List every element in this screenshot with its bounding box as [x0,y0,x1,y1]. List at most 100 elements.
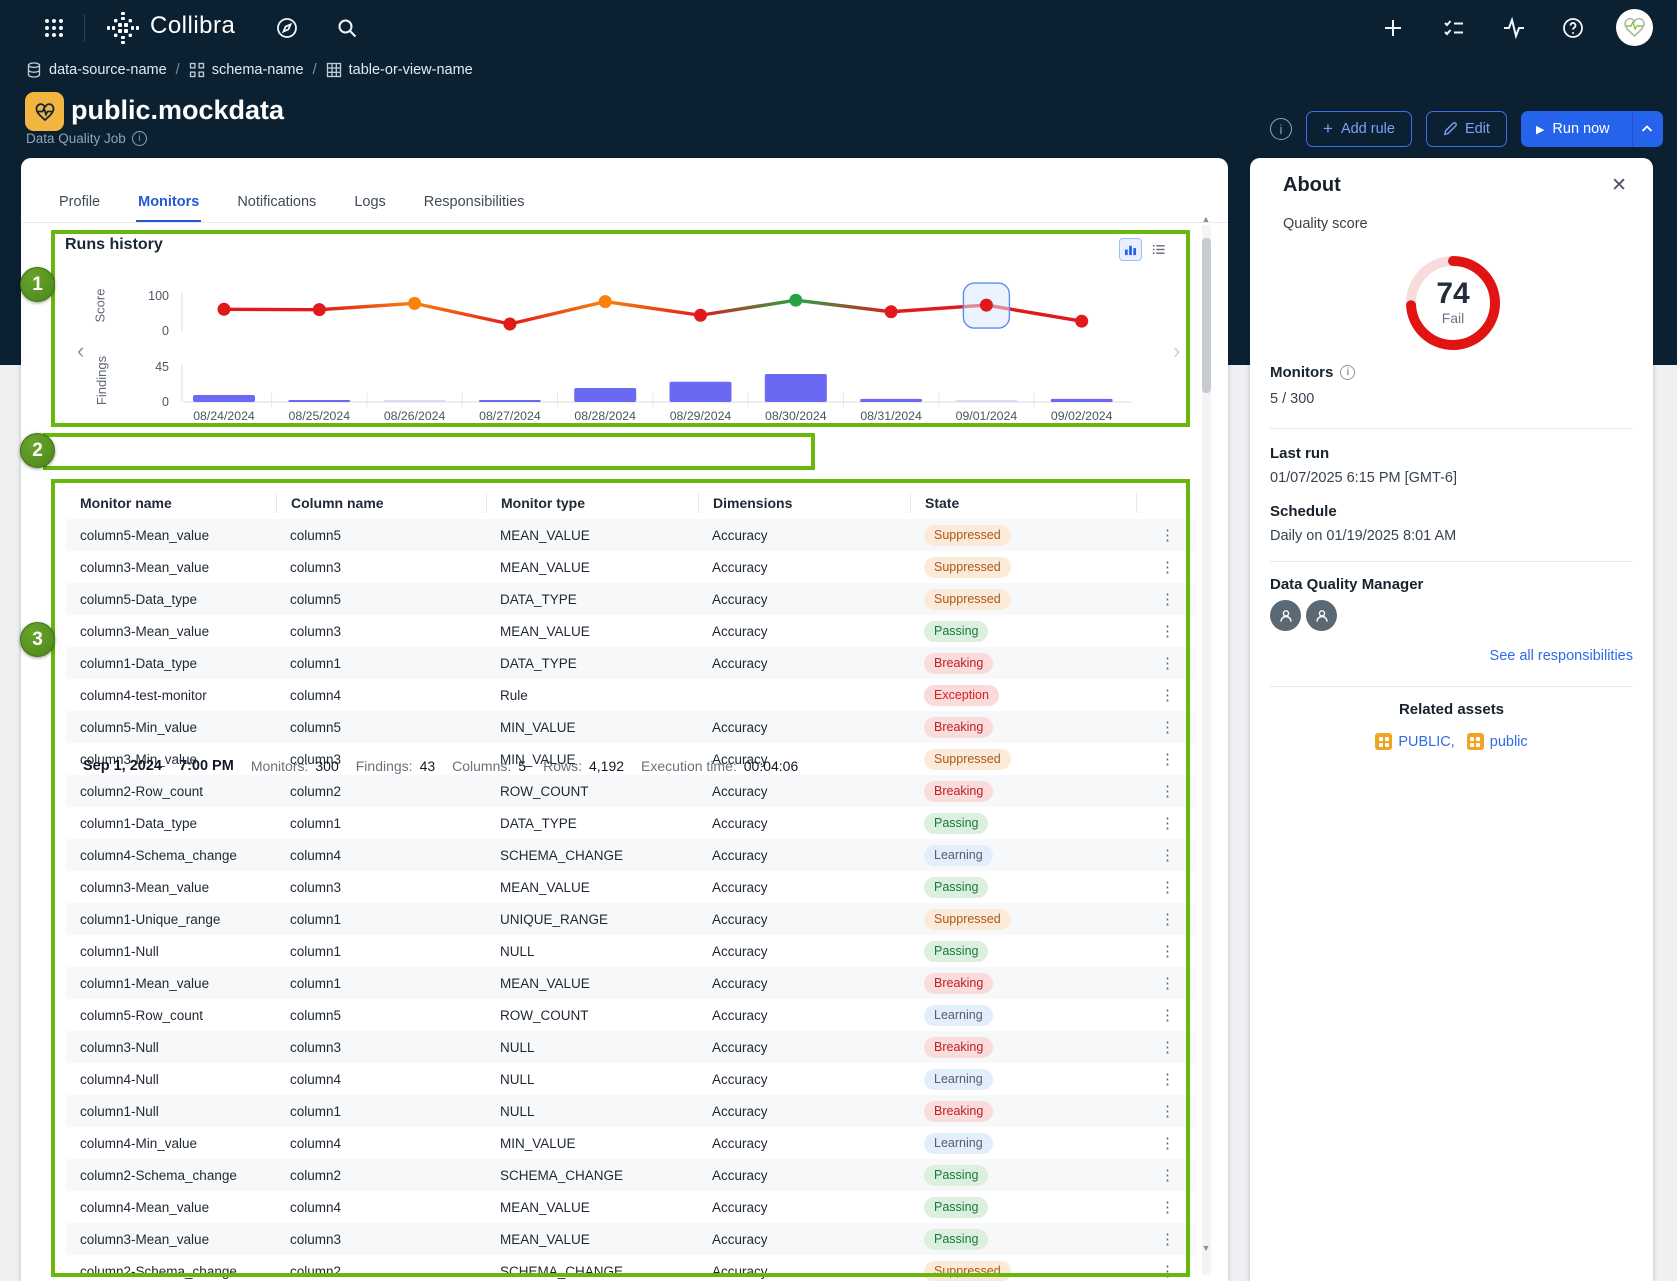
row-kebab-menu-icon[interactable]: ⋮ [1160,943,1176,960]
table-row[interactable]: column3-Null column3 NULL Accuracy Breaking ⋮ [66,1031,1196,1063]
row-kebab-menu-icon[interactable]: ⋮ [1160,1135,1176,1152]
row-kebab-menu-icon[interactable]: ⋮ [1160,591,1176,608]
tab-monitors[interactable]: Monitors [136,184,202,223]
row-kebab-menu-icon[interactable]: ⋮ [1160,1199,1176,1216]
score-point-08/24/2024[interactable] [217,302,231,316]
table-row[interactable]: column3-Mean_value column3 MEAN_VALUE Accur… [66,615,1196,647]
scrollbar-up-arrow[interactable]: ▲ [1201,214,1211,224]
column-header-column-name[interactable]: Column name [276,493,486,513]
breadcrumb-table[interactable]: table-or-view-name [326,62,473,78]
findings-bar-08/31/2024[interactable] [860,398,923,402]
apps-grid-icon[interactable] [42,16,66,40]
row-kebab-menu-icon[interactable]: ⋮ [1160,783,1176,800]
collibra-logo[interactable] [105,10,141,46]
help-icon[interactable] [1561,16,1585,40]
manager-avatar[interactable] [1270,600,1301,631]
row-kebab-menu-icon[interactable]: ⋮ [1160,815,1176,832]
score-point-09/01/2024[interactable] [979,298,993,312]
row-kebab-menu-icon[interactable]: ⋮ [1160,687,1176,704]
breadcrumb-data-source[interactable]: data-source-name [26,62,167,78]
score-point-08/28/2024[interactable] [598,295,612,309]
score-point-09/02/2024[interactable] [1075,314,1089,328]
table-row[interactable]: column4-test-monitor column4 Rule Exception… [66,679,1196,711]
related-asset-link[interactable]: public [1466,733,1528,750]
table-row[interactable]: column3-Mean_value column3 MEAN_VALUE Accur… [66,551,1196,583]
score-point-08/31/2024[interactable] [884,305,898,319]
score-point-08/30/2024[interactable] [789,293,803,307]
row-kebab-menu-icon[interactable]: ⋮ [1160,1103,1176,1120]
row-kebab-menu-icon[interactable]: ⋮ [1160,1167,1176,1184]
table-row[interactable]: column2-Schema_change column2 SCHEMA_CHANG… [66,1159,1196,1191]
table-row[interactable]: column1-Data_type column1 DATA_TYPE Accurac… [66,647,1196,679]
findings-bar-08/30/2024[interactable] [764,374,827,402]
row-kebab-menu-icon[interactable]: ⋮ [1160,527,1176,544]
table-row[interactable]: column1-Mean_value column1 MEAN_VALUE Accur… [66,967,1196,999]
findings-bar-09/01/2024[interactable] [955,400,1018,402]
findings-bar-08/26/2024[interactable] [383,400,446,402]
tasks-icon[interactable] [1442,16,1466,40]
see-all-responsibilities-link[interactable]: See all responsibilities [1489,648,1633,664]
breadcrumb-schema[interactable]: schema-name [189,62,304,78]
row-kebab-menu-icon[interactable]: ⋮ [1160,911,1176,928]
row-kebab-menu-icon[interactable]: ⋮ [1160,975,1176,992]
compass-icon[interactable] [275,16,299,40]
table-row[interactable]: column4-Min_value column4 MIN_VALUE Accurac… [66,1127,1196,1159]
scrollbar-down-arrow[interactable]: ▼ [1201,1243,1211,1253]
table-row[interactable]: column3-Mean_value column3 MEAN_VALUE Accur… [66,1223,1196,1255]
row-kebab-menu-icon[interactable]: ⋮ [1160,1231,1176,1248]
findings-bar-08/28/2024[interactable] [574,388,637,402]
run-now-button[interactable]: ▶ Run now [1522,112,1624,146]
user-avatar[interactable] [1616,9,1653,46]
findings-bar-08/29/2024[interactable] [669,381,732,402]
score-point-08/29/2024[interactable] [694,308,707,322]
row-kebab-menu-icon[interactable]: ⋮ [1160,847,1176,864]
plus-icon[interactable] [1381,16,1405,40]
chart-view-button[interactable] [1119,238,1142,261]
table-row[interactable]: column5-Row_count column5 ROW_COUNT Accurac… [66,999,1196,1031]
table-row[interactable]: column5-Data_type column5 DATA_TYPE Accurac… [66,583,1196,615]
findings-bar-08/25/2024[interactable] [288,400,351,402]
close-icon[interactable]: ✕ [1611,175,1627,196]
search-icon[interactable] [335,16,359,40]
table-row[interactable]: column3-Min_value column3 MIN_VALUE Accurac… [66,743,1196,775]
row-kebab-menu-icon[interactable]: ⋮ [1160,1071,1176,1088]
row-kebab-menu-icon[interactable]: ⋮ [1160,1263,1176,1280]
row-kebab-menu-icon[interactable]: ⋮ [1160,751,1176,768]
chart-next-chevron[interactable]: › [1173,338,1181,363]
activity-icon[interactable] [1502,16,1526,40]
scrollbar-track[interactable] [1202,225,1211,1275]
table-row[interactable]: column1-Unique_range column1 UNIQUE_RANGE A… [66,903,1196,935]
related-asset-link[interactable]: PUBLIC, [1375,733,1455,750]
table-row[interactable]: column1-Null column1 NULL Accuracy Breaking ⋮ [66,1095,1196,1127]
column-header-monitor-type[interactable]: Monitor type [486,493,698,513]
column-header-state[interactable]: State [910,493,1136,513]
table-row[interactable]: column1-Data_type column1 DATA_TYPE Accurac… [66,807,1196,839]
table-row[interactable]: column4-Schema_change column4 SCHEMA_CHANG… [66,839,1196,871]
findings-bar-09/02/2024[interactable] [1050,398,1113,402]
row-kebab-menu-icon[interactable]: ⋮ [1160,623,1176,640]
scrollbar-thumb[interactable] [1202,238,1211,393]
row-kebab-menu-icon[interactable]: ⋮ [1160,719,1176,736]
chart-prev-chevron[interactable]: ‹ [77,338,85,363]
list-view-button[interactable] [1147,238,1170,261]
table-row[interactable]: column4-Mean_value column4 MEAN_VALUE Accur… [66,1191,1196,1223]
tab-responsibilities[interactable]: Responsibilities [423,194,525,210]
findings-bar-08/24/2024[interactable] [193,395,255,402]
row-kebab-menu-icon[interactable]: ⋮ [1160,879,1176,896]
table-row[interactable]: column3-Mean_value column3 MEAN_VALUE Accur… [66,871,1196,903]
row-kebab-menu-icon[interactable]: ⋮ [1160,655,1176,672]
table-row[interactable]: column2-Schema_change column2 SCHEMA_CHANG… [66,1255,1196,1281]
subtitle-info-icon[interactable]: i [131,131,147,146]
tab-profile[interactable]: Profile [59,194,101,210]
findings-bar-08/27/2024[interactable] [478,400,541,402]
tab-logs[interactable]: Logs [354,194,386,210]
score-point-08/25/2024[interactable] [312,303,326,317]
manager-avatar[interactable] [1306,600,1337,631]
edit-button[interactable]: Edit [1425,111,1507,147]
column-header-dimensions[interactable]: Dimensions [698,493,910,513]
row-kebab-menu-icon[interactable]: ⋮ [1160,1039,1176,1056]
table-row[interactable]: column1-Null column1 NULL Accuracy Passing ⋮ [66,935,1196,967]
row-kebab-menu-icon[interactable]: ⋮ [1160,559,1176,576]
run-now-dropdown-button[interactable] [1631,112,1662,146]
table-row[interactable]: column2-Row_count column2 ROW_COUNT Accurac… [66,775,1196,807]
